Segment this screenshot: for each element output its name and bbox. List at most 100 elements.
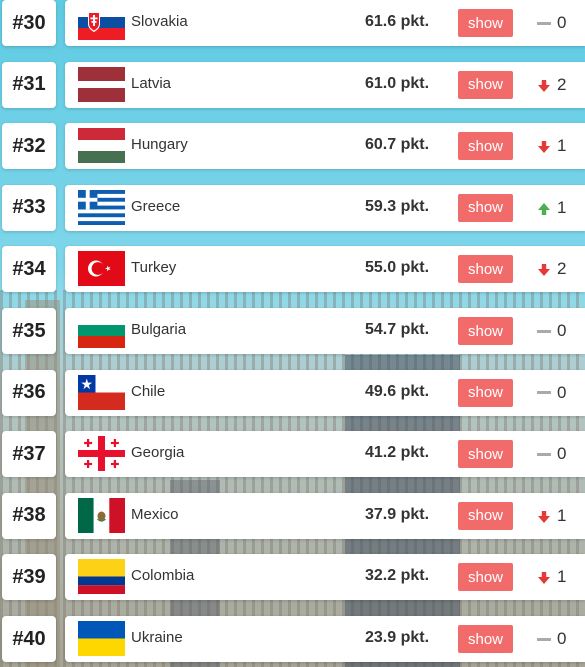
show-button[interactable]: show (458, 501, 513, 530)
rank-change-value: 1 (557, 567, 567, 587)
rank-number: #38 (2, 492, 56, 539)
rank-change-value: 0 (557, 444, 567, 464)
ranking-row: #33 Greece 59.3 pkt. show 1 (0, 184, 585, 235)
country-name: Slovakia (131, 13, 188, 30)
arrow-down-icon (537, 570, 551, 585)
rank-change: 0 (537, 626, 577, 652)
rank-change-value: 0 (557, 321, 567, 340)
rank-number: #31 (2, 61, 56, 108)
country-name: Greece (131, 197, 181, 215)
country-card: Bulgaria 54.7 pkt. show 0 (65, 308, 585, 354)
rank-change-value: 1 (557, 197, 567, 217)
country-name: Turkey (131, 259, 177, 277)
no-change-icon (537, 391, 551, 395)
rank-change-value: 2 (557, 259, 567, 279)
chile-flag-icon (78, 374, 125, 410)
rank-number: #36 (2, 369, 56, 416)
arrow-down-icon (537, 509, 551, 523)
country-name: Hungary (131, 136, 188, 154)
show-button[interactable]: show (458, 70, 513, 99)
country-name: Latvia (131, 74, 172, 92)
rank-number: #30 (2, 0, 56, 46)
country-card: Hungary 60.7 pkt. show 1 (65, 123, 585, 170)
rank-number: #33 (2, 184, 56, 231)
points-value: 32.2 pkt. (365, 567, 430, 585)
ranking-row: #40 Ukraine 23.9 pkt. show 0 (0, 616, 585, 666)
points-value: 23.9 pkt. (365, 629, 430, 646)
rank-change-value: 0 (557, 382, 567, 402)
show-button[interactable]: show (458, 193, 513, 222)
points-value: 61.0 pkt. (365, 74, 430, 92)
hungary-flag-icon (78, 128, 125, 164)
rank-change-value: 1 (557, 505, 567, 525)
ranking-row: #37 Georgia 41.2 pkt. show 0 (0, 431, 585, 481)
show-button[interactable]: show (458, 563, 513, 592)
country-name: Chile (131, 382, 166, 400)
bulgaria-flag-icon (78, 313, 125, 348)
points-value: 61.6 pkt. (365, 13, 430, 30)
rank-change: 0 (537, 10, 577, 36)
rank-change: 0 (537, 318, 577, 344)
turkey-flag-icon (78, 251, 125, 287)
ukraine-flag-icon (78, 621, 125, 656)
show-button[interactable]: show (458, 255, 513, 284)
country-card: Chile 49.6 pkt. show 0 (65, 369, 585, 416)
points-value: 59.3 pkt. (365, 197, 430, 215)
country-card: Colombia 32.2 pkt. show 1 (65, 554, 585, 601)
rank-number: #39 (2, 554, 56, 601)
rank-number: #37 (2, 431, 56, 478)
arrow-up-icon (537, 201, 551, 215)
rank-change-value: 0 (557, 629, 567, 648)
arrow-down-icon (537, 78, 551, 92)
points-value: 60.7 pkt. (365, 136, 430, 154)
rank-number: #32 (2, 123, 56, 170)
country-name: Colombia (131, 567, 195, 585)
country-name: Ukraine (131, 629, 183, 646)
no-change-icon (537, 637, 551, 641)
rank-change-value: 2 (557, 74, 567, 94)
country-card: Mexico 37.9 pkt. show 1 (65, 492, 585, 539)
country-card: Ukraine 23.9 pkt. show 0 (65, 616, 585, 662)
points-value: 55.0 pkt. (365, 259, 430, 277)
no-change-icon (537, 452, 551, 456)
no-change-icon (537, 329, 551, 333)
points-value: 41.2 pkt. (365, 444, 430, 462)
points-value: 49.6 pkt. (365, 382, 430, 400)
mexico-flag-icon (78, 497, 125, 533)
rank-number: #35 (2, 308, 56, 354)
country-card: Turkey 55.0 pkt. show 2 (65, 246, 585, 293)
rank-change: 1 (537, 503, 577, 529)
no-change-icon (537, 21, 551, 25)
ranking-row: #30 Slovakia 61.6 pkt. show 0 (0, 0, 585, 50)
ranking-row: #34 Turkey 55.0 pkt. show 2 (0, 246, 585, 296)
background-building (25, 300, 60, 667)
country-card: Slovakia 61.6 pkt. show 0 (65, 0, 585, 46)
slovakia-flag-icon (78, 5, 125, 40)
country-name: Mexico (131, 505, 179, 523)
arrow-down-icon (537, 139, 551, 154)
ranking-row: #35 Bulgaria 54.7 pkt. show 0 (0, 308, 585, 358)
rank-change: 0 (537, 441, 577, 467)
country-card: Latvia 61.0 pkt. show 2 (65, 61, 585, 108)
show-button[interactable]: show (458, 317, 513, 345)
country-card: Greece 59.3 pkt. show 1 (65, 184, 585, 231)
rank-change-value: 0 (557, 13, 567, 32)
rank-change: 2 (537, 72, 577, 98)
rank-change: 2 (537, 256, 577, 282)
latvia-flag-icon (78, 66, 125, 102)
ranking-row: #31 Latvia 61.0 pkt. show 2 (0, 61, 585, 112)
rank-change: 1 (537, 564, 577, 590)
show-button[interactable]: show (458, 132, 513, 161)
rank-number: #34 (2, 246, 56, 293)
rank-change-value: 1 (557, 136, 567, 156)
show-button[interactable]: show (458, 9, 513, 37)
show-button[interactable]: show (458, 440, 513, 469)
rank-change: 1 (537, 195, 577, 221)
rank-number: #40 (2, 616, 56, 662)
show-button[interactable]: show (458, 625, 513, 653)
georgia-flag-icon (78, 436, 125, 472)
country-name: Georgia (131, 444, 185, 462)
show-button[interactable]: show (458, 378, 513, 407)
ranking-row: #36 Chile 49.6 pkt. show 0 (0, 369, 585, 420)
rank-change: 1 (537, 133, 577, 159)
